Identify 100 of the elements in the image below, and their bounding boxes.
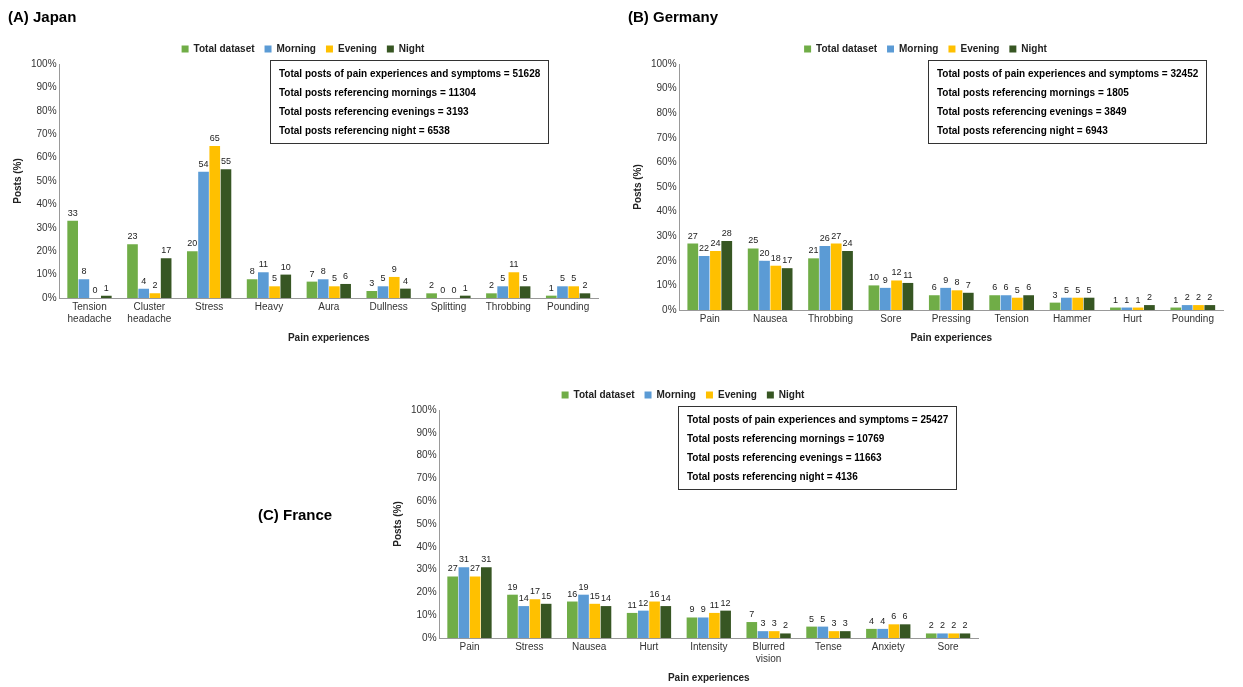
- y-tick-label: 20%: [416, 586, 437, 598]
- annotation: Total posts referencing night = 6943: [937, 124, 1109, 138]
- data-label: 11: [258, 259, 269, 270]
- x-tick-label: Splitting: [430, 300, 467, 312]
- y-tick-label: 0%: [422, 631, 437, 643]
- bar: [817, 626, 829, 638]
- y-tick-label: 80%: [656, 106, 677, 118]
- legend-label: Total dataset: [193, 42, 256, 54]
- x-tick-label: Nausea: [752, 312, 788, 324]
- x-tick-label: Pressing: [931, 312, 971, 324]
- x-tick-label: Hammer: [1052, 312, 1092, 324]
- data-label: 11: [509, 259, 519, 270]
- y-tick-label: 100%: [411, 403, 437, 415]
- bar: [1193, 305, 1204, 310]
- data-label: 6: [343, 270, 349, 281]
- data-label: 12: [638, 597, 649, 608]
- x-tick-label: Heavy: [254, 300, 284, 312]
- y-tick-label: 70%: [656, 131, 677, 143]
- x-tick-label: Pounding: [546, 300, 590, 312]
- legend-label: Evening: [717, 388, 757, 400]
- bar: [78, 279, 90, 298]
- bar: [486, 293, 497, 298]
- annotation: Total posts referencing night = 6538: [279, 124, 451, 138]
- x-tick-label: Tense: [815, 640, 843, 652]
- data-label: 2: [429, 280, 435, 291]
- bar: [839, 631, 851, 638]
- bar: [519, 286, 531, 298]
- annotation: Total posts of pain experiences and symptoms = 32452: [937, 67, 1199, 81]
- data-label: 5: [522, 273, 528, 284]
- bar: [529, 599, 541, 638]
- y-tick-label: 0%: [42, 291, 57, 303]
- y-tick-label: 10%: [416, 608, 437, 620]
- data-label: 2: [928, 620, 934, 631]
- annotation: Total posts referencing mornings = 10769: [687, 432, 886, 446]
- data-label: 14: [600, 593, 611, 604]
- bar: [747, 248, 759, 310]
- bar: [340, 283, 351, 298]
- data-label: 14: [660, 593, 671, 604]
- legend-label: Evening: [960, 42, 1000, 54]
- bar: [507, 594, 518, 638]
- bar: [388, 276, 400, 298]
- data-label: 19: [507, 581, 518, 592]
- bar: [698, 255, 710, 310]
- data-label: 17: [529, 586, 540, 597]
- bar: [1011, 297, 1023, 310]
- data-label: 2: [488, 280, 494, 291]
- data-label: 9: [943, 274, 949, 285]
- y-tick-label: 90%: [656, 82, 677, 94]
- data-label: 1: [548, 282, 554, 293]
- bar: [1061, 297, 1072, 310]
- data-label: 0: [92, 284, 98, 295]
- y-tick-label: 20%: [36, 244, 57, 256]
- data-label: 5: [1063, 284, 1069, 295]
- bar: [127, 244, 138, 298]
- data-label: 2: [582, 280, 588, 291]
- data-label: 16: [567, 588, 578, 599]
- x-tick-label: Dullness: [369, 300, 408, 312]
- data-label: 8: [81, 266, 87, 277]
- x-tick-label: Cluster headache: [127, 300, 172, 324]
- bar: [770, 265, 782, 310]
- data-label: 5: [1086, 284, 1092, 295]
- chart-title: (A) Japan: [8, 8, 77, 25]
- data-label: 6: [902, 611, 908, 622]
- y-tick-label: 70%: [36, 127, 57, 139]
- bar: [160, 258, 172, 298]
- annotation: Total posts referencing evenings = 3849: [937, 105, 1128, 119]
- data-label: 19: [578, 581, 589, 592]
- annotation: Total posts referencing evenings = 11663: [687, 451, 883, 465]
- bar: [1000, 295, 1012, 310]
- data-label: 1: [1173, 294, 1179, 305]
- data-label: 3: [369, 277, 375, 288]
- bar: [638, 610, 649, 638]
- data-label: 8: [954, 277, 960, 288]
- bar: [768, 631, 780, 638]
- bar: [879, 287, 891, 310]
- bar: [186, 251, 198, 298]
- bar: [940, 287, 952, 310]
- bar: [686, 617, 698, 638]
- legend-label: Morning: [656, 388, 696, 400]
- data-label: 0: [440, 284, 446, 295]
- bar: [757, 631, 769, 638]
- data-label: 2: [152, 280, 158, 291]
- bar: [209, 145, 221, 298]
- y-tick-label: 40%: [656, 205, 677, 217]
- bar: [781, 268, 793, 310]
- bar: [962, 292, 974, 310]
- data-label: 6: [1026, 282, 1032, 293]
- bar: [447, 576, 458, 638]
- x-tick-label: Hurt: [1122, 312, 1143, 324]
- y-tick-label: 60%: [416, 494, 437, 506]
- x-tick-label: Throbbing: [808, 312, 854, 324]
- y-tick-label: 0%: [662, 303, 677, 315]
- y-axis-title: Posts (%): [391, 501, 403, 547]
- y-tick-label: 100%: [651, 57, 677, 69]
- data-label: 9: [689, 604, 695, 615]
- data-label: 5: [1075, 284, 1081, 295]
- x-axis-title: Pain experiences: [667, 671, 751, 683]
- legend-label: Evening: [337, 42, 377, 54]
- x-tick-label: Tension: [994, 312, 1029, 324]
- data-label: 18: [770, 252, 781, 263]
